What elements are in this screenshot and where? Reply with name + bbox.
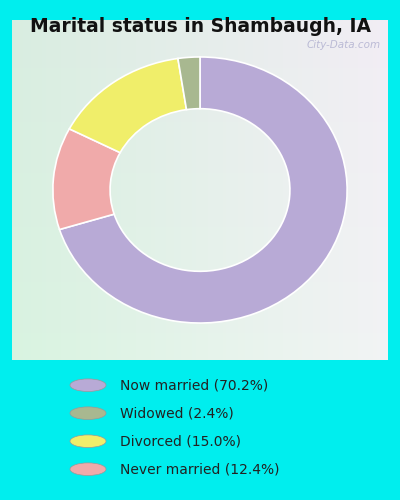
Text: Never married (12.4%): Never married (12.4%) [120,462,280,476]
Text: Widowed (2.4%): Widowed (2.4%) [120,406,234,420]
Circle shape [70,407,106,420]
Wedge shape [69,58,186,152]
Wedge shape [178,57,200,110]
Text: City-Data.com: City-Data.com [306,40,380,50]
Text: Now married (70.2%): Now married (70.2%) [120,378,268,392]
Circle shape [70,435,106,448]
Text: Marital status in Shambaugh, IA: Marital status in Shambaugh, IA [30,18,370,36]
Text: Divorced (15.0%): Divorced (15.0%) [120,434,241,448]
Circle shape [70,379,106,392]
Wedge shape [53,129,120,230]
Wedge shape [60,57,347,323]
Circle shape [70,463,106,475]
